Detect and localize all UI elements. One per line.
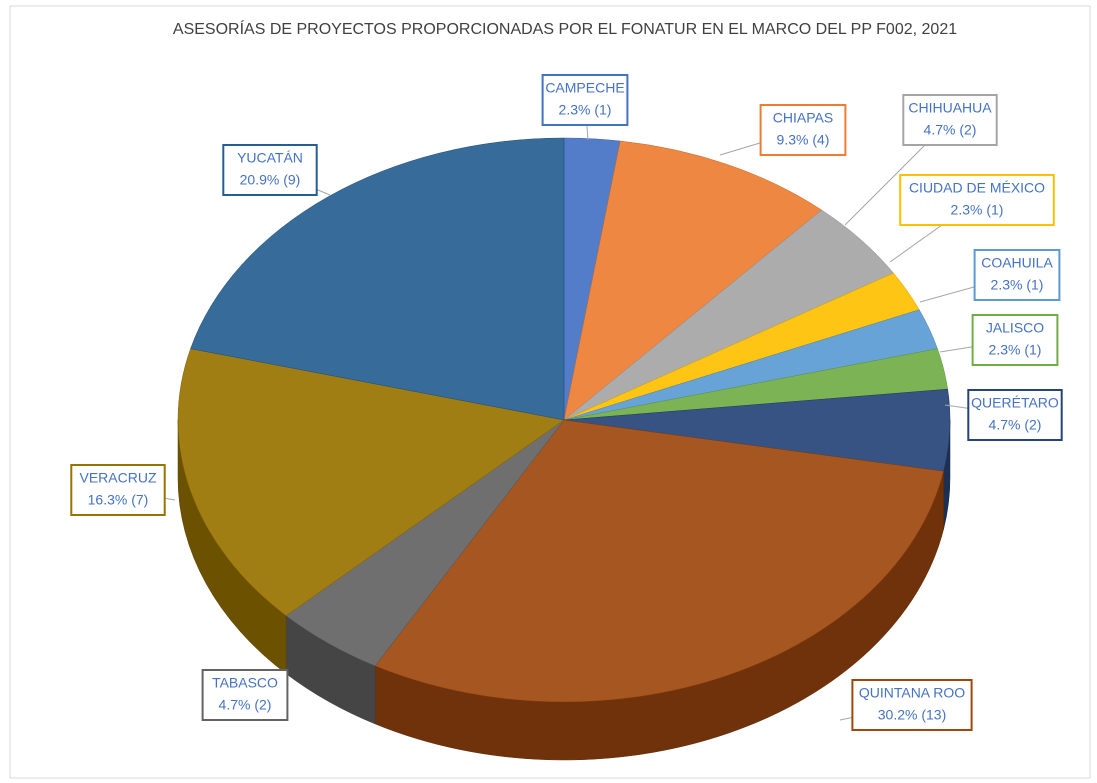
slice-top bbox=[563, 140, 823, 421]
value-label: 30.2% (13) bbox=[878, 707, 946, 723]
category-label: QUERÉTARO bbox=[971, 395, 1059, 411]
category-label: CHIHUAHUA bbox=[908, 100, 992, 116]
label-box bbox=[967, 389, 1063, 441]
slice bbox=[190, 137, 565, 421]
value-label: 4.7% (2) bbox=[924, 122, 977, 138]
label-box bbox=[973, 249, 1061, 301]
category-label: QUINTANA ROO bbox=[859, 685, 965, 701]
label-box bbox=[201, 669, 289, 721]
value-label: 2.3% (1) bbox=[989, 342, 1042, 358]
slice bbox=[177, 348, 565, 675]
category-label: YUCATÁN bbox=[237, 150, 303, 166]
category-label: CIUDAD DE MÉXICO bbox=[909, 180, 1045, 196]
value-label: 4.7% (2) bbox=[989, 417, 1042, 433]
value-label: 2.3% (1) bbox=[991, 277, 1044, 293]
slice-top bbox=[190, 137, 565, 421]
label-box bbox=[222, 144, 318, 196]
category-label: JALISCO bbox=[986, 320, 1044, 336]
category-label: COAHUILA bbox=[981, 255, 1053, 271]
value-label: 4.7% (2) bbox=[219, 697, 272, 713]
value-label: 2.3% (1) bbox=[559, 102, 612, 118]
label-box bbox=[541, 74, 629, 126]
value-label: 9.3% (4) bbox=[777, 132, 830, 148]
slice-top bbox=[374, 419, 944, 703]
value-label: 2.3% (1) bbox=[951, 202, 1004, 218]
chart-title: ASESORÍAS DE PROYECTOS PROPORCIONADAS PO… bbox=[173, 19, 957, 38]
label-box bbox=[851, 679, 973, 731]
slice bbox=[374, 419, 944, 761]
slice bbox=[563, 140, 823, 421]
label-box bbox=[971, 314, 1059, 366]
category-label: TABASCO bbox=[212, 675, 278, 691]
label-box bbox=[759, 104, 847, 156]
category-label: CHIAPAS bbox=[773, 110, 833, 126]
label-box bbox=[902, 94, 998, 146]
value-label: 16.3% (7) bbox=[88, 492, 149, 508]
category-label: VERACRUZ bbox=[79, 470, 156, 486]
slice-top bbox=[177, 348, 565, 617]
label-box bbox=[70, 464, 166, 516]
category-label: CAMPECHE bbox=[545, 80, 624, 96]
value-label: 20.9% (9) bbox=[240, 172, 301, 188]
slice bbox=[285, 419, 565, 725]
label-box bbox=[899, 174, 1055, 226]
